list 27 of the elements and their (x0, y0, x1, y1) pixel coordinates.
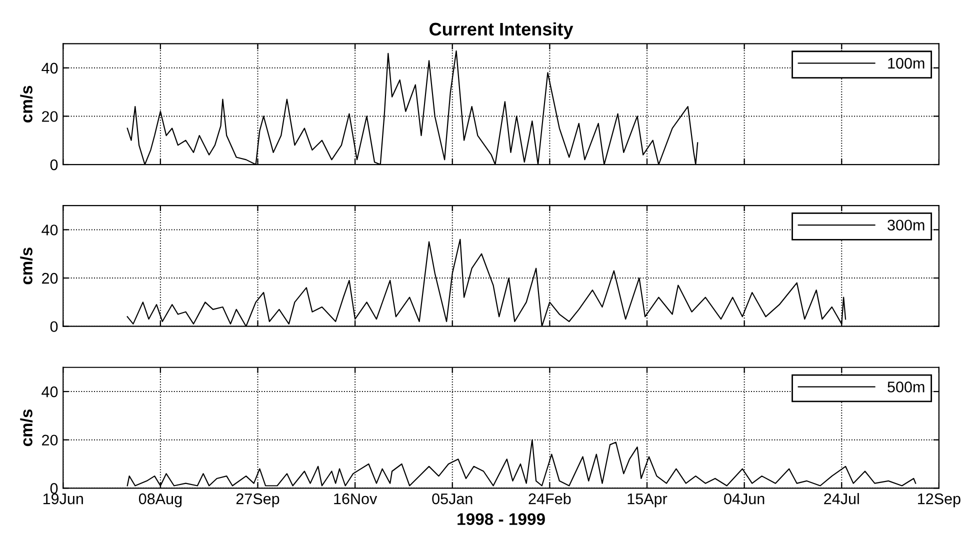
y-tick-label: 0 (50, 483, 58, 494)
x-tick-label: 05Jan (432, 493, 472, 504)
x-tick-label: 04Jun (724, 493, 764, 504)
legend-label: 300m (888, 220, 924, 231)
y-axis-title: cm/s (20, 86, 33, 122)
x-tick-label: 19Jun (43, 493, 83, 504)
x-tick-label: 16Nov (334, 493, 378, 504)
y-tick-label: 0 (50, 321, 58, 332)
x-tick-label: 24Jul (824, 493, 859, 504)
y-tick-label: 40 (42, 62, 58, 74)
y-tick-label: 40 (42, 224, 58, 236)
y-tick-label: 20 (42, 434, 58, 446)
x-tick-label: 15Apr (628, 494, 668, 508)
y-tick-label: 20 (42, 272, 58, 284)
chart-title: Current Intensity (430, 22, 574, 40)
y-tick-label: 40 (42, 386, 58, 398)
legend-label: 100m (888, 58, 924, 69)
x-tick-label: 08Aug (138, 493, 182, 508)
x-tick-label: 27Sep (236, 493, 280, 508)
legend-label: 500m (888, 382, 924, 392)
x-axis-title: 1998 - 1999 (458, 513, 545, 526)
y-tick-label: 20 (42, 111, 58, 122)
x-tick-label: 24Feb (528, 493, 571, 504)
y-axis-title: cm/s (20, 409, 33, 446)
x-tick-label: 12Sep (918, 493, 960, 508)
y-axis-title: cm/s (20, 248, 33, 284)
y-tick-label: 0 (50, 159, 58, 170)
